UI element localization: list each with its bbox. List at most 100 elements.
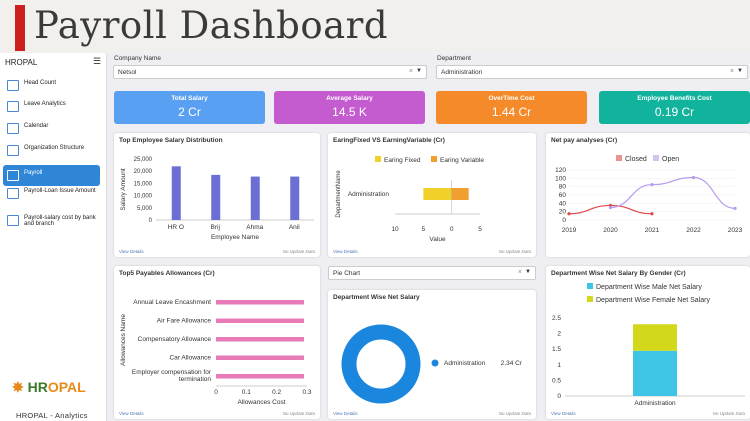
sidebar-item-label: Payroll-salary cost by bank and branch xyxy=(24,215,96,227)
bar xyxy=(211,174,221,220)
department-net-salary-chart: Administration 2.34 Cr xyxy=(341,324,523,404)
x-tick-label: 10 xyxy=(391,226,399,233)
legend-label: Earing Variable xyxy=(440,157,484,164)
kpi-value: 1.44 Cr xyxy=(491,105,532,119)
data-point xyxy=(691,175,696,180)
x-tick-label: 2023 xyxy=(728,227,743,234)
accent-bar xyxy=(15,5,25,51)
sidebar-item-payroll-salary-cost-by-bank-and-branch[interactable]: Payroll-salary cost by bank and branch xyxy=(3,215,100,227)
data-point xyxy=(733,206,737,210)
card-title: Net pay analyses (Cr) xyxy=(551,137,618,144)
chevron-down-icon[interactable]: ▼ xyxy=(416,68,422,74)
gender-net-salary-chart: 2.5 2 1.5 1 0.5 0 Department Wise Male Net Sal… xyxy=(552,283,745,407)
y-tick-label: Compensatory Allowance xyxy=(138,336,212,343)
y-tick-label: 10,000 xyxy=(134,194,153,200)
logo-accent: OPAL xyxy=(47,379,86,395)
y-tick-label: Administration xyxy=(348,191,390,198)
bar xyxy=(216,374,304,379)
legend-value: 2.34 Cr xyxy=(501,360,523,367)
x-tick-label: 0 xyxy=(450,226,454,233)
hamburger-icon[interactable]: ☰ xyxy=(93,56,102,66)
sidebar-item-label: Payroll-Loan Issue Amount xyxy=(24,188,96,194)
no-update-text: No Update Data xyxy=(282,249,315,254)
chevron-down-icon[interactable]: ▼ xyxy=(525,269,531,275)
x-tick-label: 2019 xyxy=(562,227,577,234)
legend-label: Department Wise Female Net Salary xyxy=(596,297,710,304)
org-chart-icon xyxy=(7,145,19,156)
y-tick-label: 40 xyxy=(559,200,567,207)
leave-icon xyxy=(7,101,19,112)
x-axis-label: Employee Name xyxy=(211,234,259,241)
legend-swatch xyxy=(587,283,593,289)
loan-icon xyxy=(7,188,19,199)
legend-label: Department Wise Male Net Salary xyxy=(596,284,702,291)
card-title: EaringFixed VS EarningVariable (Cr) xyxy=(333,137,445,144)
bar xyxy=(451,188,469,200)
sidebar-item-calendar[interactable]: Calendar xyxy=(3,123,100,134)
bar xyxy=(216,300,304,305)
kpi-label: Average Salary xyxy=(326,95,373,102)
bar xyxy=(216,355,304,360)
data-point xyxy=(608,205,613,210)
sidebar-item-head-count[interactable]: Head Count xyxy=(3,80,100,91)
chevron-down-icon[interactable]: ▼ xyxy=(737,68,743,74)
sidebar-item-payroll[interactable]: Payroll xyxy=(3,165,100,186)
series-line xyxy=(610,176,736,209)
clear-icon[interactable]: × xyxy=(729,68,734,75)
sidebar-item-organization-structure[interactable]: Organization Structure xyxy=(3,145,100,156)
department-select[interactable]: Administration × ▼ xyxy=(436,65,748,79)
x-tick-label: 2022 xyxy=(686,227,701,234)
sidebar-item-label: Leave Analytics xyxy=(24,101,66,107)
view-details-link[interactable]: View Details xyxy=(333,411,358,416)
x-tick-label: Anil xyxy=(289,224,300,231)
y-tick-label: 0 xyxy=(149,218,153,224)
y-tick-label: 2.5 xyxy=(552,315,561,322)
no-update-text: No Update Data xyxy=(498,249,531,254)
x-axis-label: Allowances Cost xyxy=(237,399,285,406)
company-select[interactable]: Netsol × ▼ xyxy=(113,65,427,79)
y-tick-label: 5,000 xyxy=(137,206,153,212)
logo-mark: ✸ xyxy=(12,379,24,395)
y-axis-label: Allowances Name xyxy=(120,314,127,366)
salary-distribution-chart: 25,000 20,000 15,000 10,000 5,000 0 HR O Brij Ah… xyxy=(120,157,314,241)
y-tick-label: 25,000 xyxy=(134,157,153,163)
payroll-icon xyxy=(7,170,19,181)
no-update-text: No Update Data xyxy=(282,411,315,416)
sidebar-item-label: Payroll xyxy=(24,170,43,176)
bar xyxy=(423,188,452,200)
view-details-link[interactable]: View Details xyxy=(119,411,144,416)
x-tick-label: 5 xyxy=(478,226,482,233)
y-tick-label: 0 xyxy=(557,393,561,400)
salary-distribution-card: Top Employee Salary Distribution 25,000 2… xyxy=(114,133,320,257)
kpi-label: Total Salary xyxy=(171,95,208,102)
y-tick-label: 20,000 xyxy=(134,169,153,175)
view-details-link[interactable]: View Details xyxy=(551,411,576,416)
chart-type-value: Pie Chart xyxy=(333,270,361,277)
y-tick-label: Annual Leave Encashment xyxy=(133,299,211,306)
view-details-link[interactable]: View Details xyxy=(333,249,358,254)
sidebar-item-payroll-loan-issue-amount[interactable]: Payroll-Loan Issue Amount xyxy=(3,188,100,199)
y-tick-label: 1 xyxy=(557,362,561,369)
kpi-value: 14.5 K xyxy=(332,105,367,119)
allowances-card: Top5 Payables Allowances (Cr) Annual Lea… xyxy=(114,266,320,419)
sidebar-item-label: Head Count xyxy=(24,80,57,86)
x-tick-label: Brij xyxy=(211,224,220,231)
sidebar-item-label: Organization Structure xyxy=(24,145,85,151)
x-tick-label: 2021 xyxy=(645,227,660,234)
x-tick-label: 0.3 xyxy=(302,389,311,396)
sidebar-item-leave-analytics[interactable]: Leave Analytics xyxy=(3,101,100,112)
people-icon xyxy=(7,80,19,91)
x-tick-label: Administration xyxy=(634,400,676,407)
x-tick-label: HR O xyxy=(168,224,184,231)
bar xyxy=(290,176,300,220)
view-details-link[interactable]: View Details xyxy=(119,249,144,254)
company-label: Company Name xyxy=(114,55,161,62)
kpi-average-salary: Average Salary 14.5 K xyxy=(274,91,425,124)
y-tick-label: 2 xyxy=(557,331,561,338)
clear-icon[interactable]: × xyxy=(408,68,413,75)
chart-type-select[interactable]: Pie Chart × ▼ xyxy=(328,266,536,280)
x-tick-label: 0 xyxy=(214,389,218,396)
department-value: Administration xyxy=(441,69,483,76)
clear-icon[interactable]: × xyxy=(517,269,522,276)
